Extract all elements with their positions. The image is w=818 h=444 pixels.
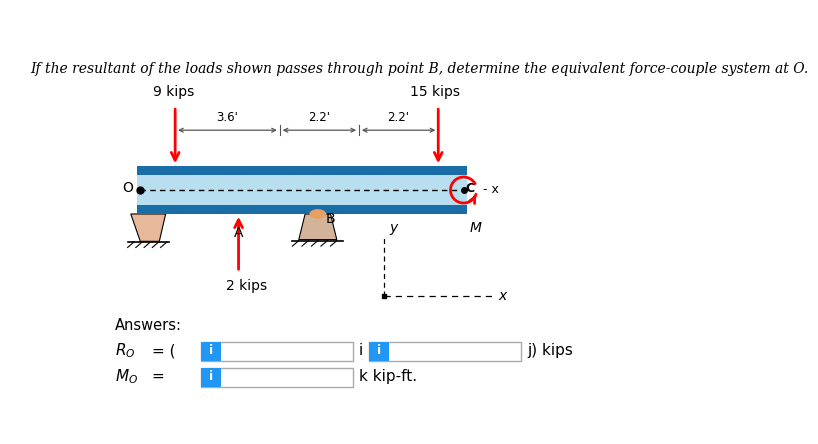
FancyBboxPatch shape <box>200 368 353 387</box>
Text: y: y <box>389 221 398 235</box>
Text: O: O <box>122 181 133 195</box>
Text: $M_O$: $M_O$ <box>115 367 138 386</box>
Bar <box>137 166 467 174</box>
Bar <box>137 206 467 214</box>
Text: k kip-ft.: k kip-ft. <box>359 369 417 384</box>
Polygon shape <box>131 214 165 242</box>
Bar <box>137 166 467 214</box>
Text: B: B <box>326 212 335 226</box>
Text: M: M <box>470 221 482 235</box>
Text: A: A <box>234 226 243 240</box>
Circle shape <box>310 210 326 218</box>
Text: i: i <box>376 344 380 357</box>
FancyBboxPatch shape <box>200 342 353 361</box>
Text: i +: i + <box>359 343 381 358</box>
Text: - x: - x <box>483 182 499 195</box>
Text: 9 kips: 9 kips <box>153 85 194 99</box>
Text: If the resultant of the loads shown passes through point B, determine the equiva: If the resultant of the loads shown pass… <box>30 62 808 76</box>
Text: 15 kips: 15 kips <box>410 85 460 99</box>
FancyBboxPatch shape <box>368 342 389 361</box>
Text: x: x <box>498 289 506 303</box>
Text: C: C <box>465 182 474 195</box>
Text: $R_O$: $R_O$ <box>115 341 136 360</box>
Text: 2.2': 2.2' <box>388 111 410 124</box>
Text: 2.2': 2.2' <box>308 111 330 124</box>
Text: = (: = ( <box>151 343 175 358</box>
Text: 2 kips: 2 kips <box>226 279 267 293</box>
Text: j) kips: j) kips <box>527 343 573 358</box>
Text: i: i <box>209 344 213 357</box>
Text: i: i <box>209 370 213 383</box>
FancyBboxPatch shape <box>200 342 221 361</box>
FancyBboxPatch shape <box>368 342 520 361</box>
FancyBboxPatch shape <box>200 368 221 387</box>
Polygon shape <box>299 214 337 240</box>
Text: Answers:: Answers: <box>115 317 182 333</box>
Text: 3.6': 3.6' <box>217 111 238 124</box>
Text: =: = <box>151 369 164 384</box>
